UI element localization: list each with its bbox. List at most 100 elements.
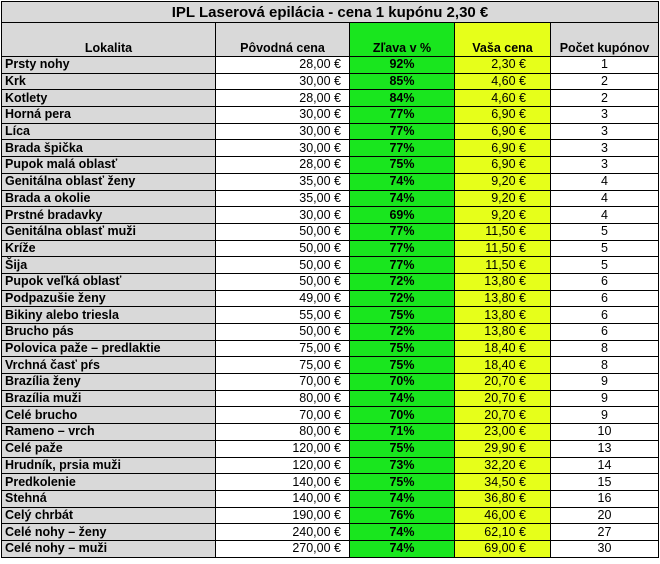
coupons-cell: 27 [549, 523, 660, 541]
original-price-cell: 80,00 € [215, 389, 350, 408]
original-price-cell: 55,00 € [215, 306, 350, 324]
coupons-cell: 9 [549, 389, 660, 408]
original-price-cell: 28,00 € [215, 56, 350, 74]
your-price-cell: 9,20 € [454, 206, 551, 224]
table-row: Celý chrbát 190,00 €76% 46,00 €20 [1, 506, 660, 525]
discount-cell: 75% [349, 439, 455, 458]
header-discount: Zľava v % [349, 22, 455, 57]
your-price-cell: 32,20 € [454, 456, 551, 475]
table-row: Bikiny alebo triesla 55,00 €75% 13,80 €6 [1, 306, 660, 324]
discount-cell: 92% [349, 56, 455, 74]
location-cell: Celé nohy – ženy [1, 523, 216, 541]
location-cell: Krk [1, 72, 216, 91]
coupons-cell: 4 [549, 189, 660, 208]
location-cell: Brucho pás [1, 323, 216, 341]
location-cell: Kríže [1, 239, 216, 258]
location-cell: Prsty nohy [1, 56, 216, 74]
location-cell: Brazília ženy [1, 373, 216, 391]
coupons-cell: 16 [549, 489, 660, 508]
discount-cell: 74% [349, 489, 455, 508]
your-price-cell: 6,90 € [454, 106, 551, 124]
original-price-cell: 30,00 € [215, 139, 350, 158]
header-location: Lokalita [1, 22, 216, 57]
original-price-cell: 190,00 € [215, 506, 350, 525]
original-price-cell: 75,00 € [215, 356, 350, 375]
discount-cell: 77% [349, 122, 455, 141]
discount-cell: 77% [349, 239, 455, 258]
discount-cell: 74% [349, 389, 455, 408]
original-price-cell: 35,00 € [215, 189, 350, 208]
location-cell: Celé paže [1, 439, 216, 458]
original-price-cell: 50,00 € [215, 256, 350, 274]
table-row: Brazília ženy 70,00 €70% 20,70 €9 [1, 373, 660, 391]
table-row: Líca 30,00 €77% 6,90 €3 [1, 122, 660, 141]
location-cell: Brada špička [1, 139, 216, 158]
table-row: Podpazušie ženy 49,00 €72% 13,80 €6 [1, 289, 660, 308]
discount-cell: 74% [349, 189, 455, 208]
table-row: Šija 50,00 €77% 11,50 €5 [1, 256, 660, 274]
your-price-cell: 4,60 € [454, 89, 551, 108]
location-cell: Líca [1, 122, 216, 141]
your-price-cell: 13,80 € [454, 289, 551, 308]
your-price-cell: 36,80 € [454, 489, 551, 508]
table-row: Hrudník, prsia muži 120,00 €73% 32,20 €14 [1, 456, 660, 475]
coupons-cell: 3 [549, 139, 660, 158]
your-price-cell: 18,40 € [454, 339, 551, 358]
discount-cell: 77% [349, 139, 455, 158]
original-price-cell: 28,00 € [215, 89, 350, 108]
your-price-cell: 13,80 € [454, 323, 551, 341]
original-price-cell: 28,00 € [215, 156, 350, 174]
discount-cell: 73% [349, 456, 455, 475]
table-row: Genitálna oblasť muži 50,00 €77% 11,50 €5 [1, 222, 660, 241]
your-price-cell: 20,70 € [454, 389, 551, 408]
table-row: Vrchná časť pŕs 75,00 €75% 18,40 €8 [1, 356, 660, 375]
original-price-cell: 140,00 € [215, 473, 350, 491]
coupons-cell: 20 [549, 506, 660, 525]
your-price-cell: 11,50 € [454, 256, 551, 274]
location-cell: Bikiny alebo triesla [1, 306, 216, 324]
discount-cell: 74% [349, 523, 455, 541]
location-cell: Predkolenie [1, 473, 216, 491]
location-cell: Hrudník, prsia muži [1, 456, 216, 475]
location-cell: Vrchná časť pŕs [1, 356, 216, 375]
table-row: Kríže 50,00 €77% 11,50 €5 [1, 239, 660, 258]
table-row: Brazília muži 80,00 €74% 20,70 €9 [1, 389, 660, 408]
your-price-cell: 62,10 € [454, 523, 551, 541]
your-price-cell: 6,90 € [454, 139, 551, 158]
table-row: Kotlety 28,00 €84% 4,60 €2 [1, 89, 660, 108]
table-row: Brada a okolie 35,00 €74% 9,20 €4 [1, 189, 660, 208]
coupons-cell: 3 [549, 106, 660, 124]
table-row: Prsty nohy 28,00 €92% 2,30 €1 [1, 56, 660, 74]
table-title: IPL Laserová epilácia - cena 1 kupónu 2,… [0, 1, 660, 23]
your-price-cell: 2,30 € [454, 56, 551, 74]
your-price-cell: 29,90 € [454, 439, 551, 458]
your-price-cell: 20,70 € [454, 373, 551, 391]
original-price-cell: 30,00 € [215, 72, 350, 91]
table-row: Pupok veľká oblasť 50,00 €72% 13,80 €6 [1, 272, 660, 291]
table-row: Stehná 140,00 €74% 36,80 €16 [1, 489, 660, 508]
coupons-cell: 5 [549, 239, 660, 258]
discount-cell: 75% [349, 156, 455, 174]
your-price-cell: 46,00 € [454, 506, 551, 525]
original-price-cell: 120,00 € [215, 456, 350, 475]
discount-cell: 72% [349, 272, 455, 291]
location-cell: Rameno – vrch [1, 423, 216, 441]
original-price-cell: 240,00 € [215, 523, 350, 541]
coupons-cell: 2 [549, 89, 660, 108]
location-cell: Prstné bradavky [1, 206, 216, 224]
original-price-cell: 30,00 € [215, 106, 350, 124]
discount-cell: 75% [349, 306, 455, 324]
location-cell: Pupok veľká oblasť [1, 272, 216, 291]
original-price-cell: 70,00 € [215, 406, 350, 425]
discount-cell: 75% [349, 339, 455, 358]
location-cell: Genitálna oblasť muži [1, 222, 216, 241]
discount-cell: 85% [349, 72, 455, 91]
header-original-price: Pôvodná cena [215, 22, 350, 57]
header-your-price: Vaša cena [454, 22, 551, 57]
original-price-cell: 50,00 € [215, 239, 350, 258]
your-price-cell: 9,20 € [454, 189, 551, 208]
original-price-cell: 30,00 € [215, 122, 350, 141]
table-row: Brada špička 30,00 €77% 6,90 €3 [1, 139, 660, 158]
coupons-cell: 10 [549, 423, 660, 441]
location-cell: Stehná [1, 489, 216, 508]
